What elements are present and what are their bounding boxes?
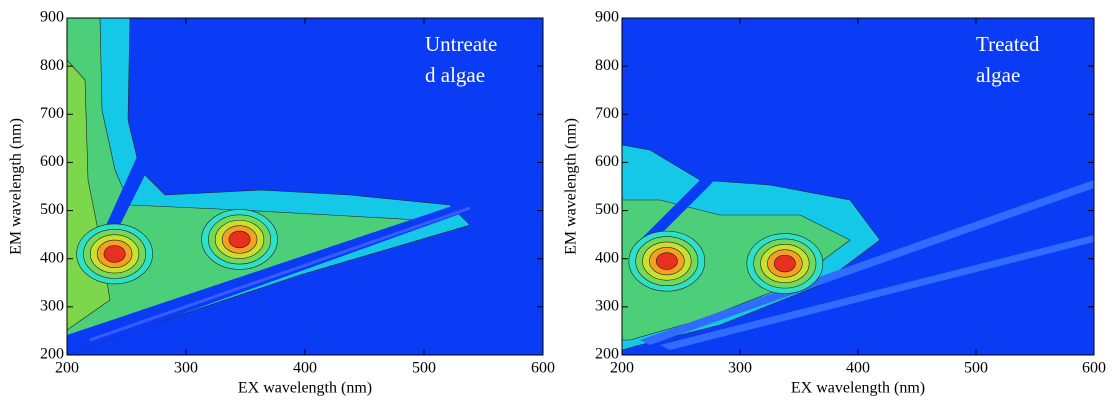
scatter-line [89, 206, 471, 342]
y-tick-label: 200 [40, 346, 64, 363]
x-tick-label: 400 [846, 360, 870, 377]
y-axis-label: EM wavelength (nm) [563, 118, 580, 255]
y-tick-label: 900 [595, 9, 619, 26]
y-tick-label: 700 [40, 105, 64, 122]
y-tick-label: 700 [595, 105, 619, 122]
y-tick-label: 800 [40, 57, 64, 74]
y-tick-label: 400 [595, 249, 619, 266]
y-tick-label: 500 [40, 201, 64, 218]
y-tick-label: 300 [40, 298, 64, 315]
x-axis-label: EX wavelength (nm) [238, 380, 372, 397]
x-tick-label: 300 [174, 360, 198, 377]
peak-contour [655, 252, 678, 270]
plot-area [622, 18, 1094, 355]
scatter-band [640, 180, 1094, 345]
peak-contour [103, 245, 126, 263]
y-tick-label: 900 [40, 9, 64, 26]
y-tick-label: 600 [595, 153, 619, 170]
scatter-band [95, 20, 250, 255]
x-tick-label: 200 [55, 360, 79, 377]
annotation: algae [976, 63, 1020, 87]
y-tick-label: 800 [595, 57, 619, 74]
annotation: Treated [976, 32, 1040, 56]
y-tick-label: 300 [595, 298, 619, 315]
x-tick-label: 500 [412, 360, 436, 377]
scatter-band [640, 60, 815, 245]
annotation: Untreate [425, 32, 497, 56]
peak-contour [228, 230, 251, 249]
y-tick-label: 600 [40, 153, 64, 170]
y-tick-label: 500 [595, 201, 619, 218]
scatter-band [660, 235, 1094, 350]
annotation: d algae [425, 63, 485, 87]
peaks [628, 230, 824, 294]
y-tick-label: 400 [40, 249, 64, 266]
x-tick-label: 400 [293, 360, 317, 377]
x-tick-label: 300 [728, 360, 752, 377]
x-tick-label: 200 [610, 360, 634, 377]
x-tick-label: 600 [1082, 360, 1106, 377]
plot-area [67, 18, 543, 355]
y-tick-label: 200 [595, 346, 619, 363]
x-tick-label: 600 [531, 360, 555, 377]
x-tick-label: 500 [964, 360, 988, 377]
y-axis-label: EM wavelength (nm) [8, 118, 25, 255]
peak-contour [773, 254, 796, 273]
x-axis-label: EX wavelength (nm) [791, 380, 925, 397]
peaks [76, 209, 278, 285]
